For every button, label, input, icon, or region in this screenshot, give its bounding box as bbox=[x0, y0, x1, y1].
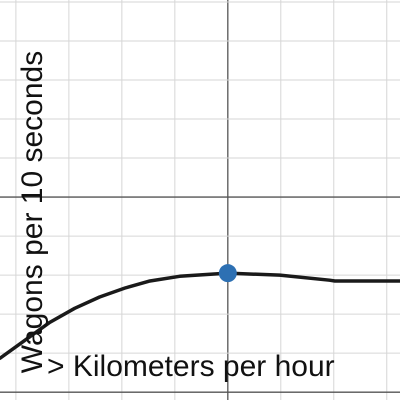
point bbox=[218, 264, 237, 283]
curve bbox=[0, 271, 400, 360]
x-axis-label: > Kilometers per hour bbox=[47, 350, 335, 383]
plot bbox=[0, 264, 400, 360]
y-axis-label: Wagons per 10 seconds bbox=[16, 51, 49, 373]
